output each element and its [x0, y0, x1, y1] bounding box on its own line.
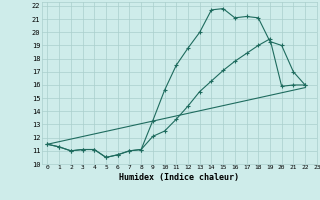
- X-axis label: Humidex (Indice chaleur): Humidex (Indice chaleur): [119, 173, 239, 182]
